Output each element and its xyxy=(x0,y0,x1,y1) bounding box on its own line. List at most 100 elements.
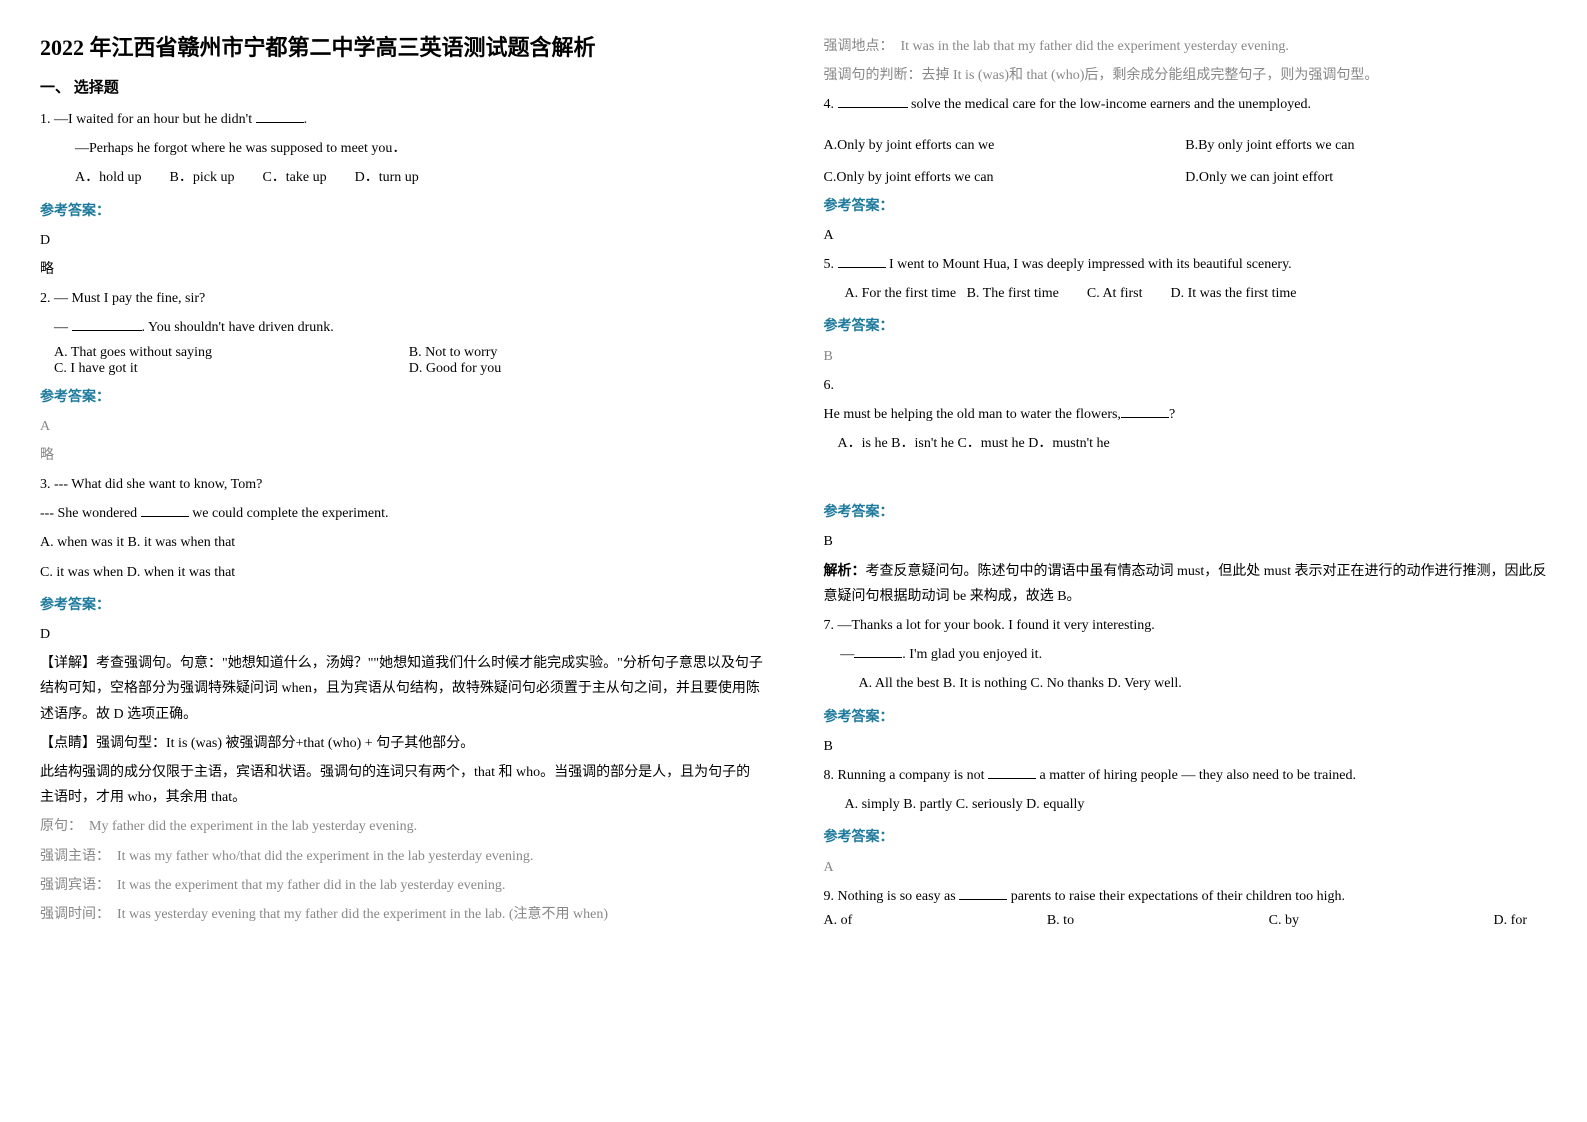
q9-line1: 9. Nothing is so easy as parents to rais… xyxy=(824,884,1548,909)
emph-place-text: It was in the lab that my father did the… xyxy=(901,39,1289,54)
q2-options: A. That goes without saying B. Not to wo… xyxy=(40,345,764,377)
q6-num: 6. xyxy=(824,373,1548,398)
q2-line2-suffix: . You shouldn't have driven drunk. xyxy=(142,320,334,335)
q3-judge: 强调句的判断：去掉 It is (was)和 that (who)后，剩余成分能… xyxy=(824,63,1548,88)
q5-prefix: 5. xyxy=(824,257,838,272)
q1-note: 略 xyxy=(40,257,764,282)
q3-emph-time: 强调时间： It was yesterday evening that my f… xyxy=(40,902,764,927)
q5-line1: 5. I went to Mount Hua, I was deeply imp… xyxy=(824,252,1548,277)
q8-answer: A xyxy=(824,855,1548,880)
q3-line2: --- She wondered we could complete the e… xyxy=(40,501,764,526)
q5-suffix: I went to Mount Hua, I was deeply impres… xyxy=(886,257,1292,272)
q3-line2-suffix: we could complete the experiment. xyxy=(189,506,389,521)
q7-options: A. All the best B. It is nothing C. No t… xyxy=(824,671,1548,696)
q9-suffix: parents to raise their expectations of t… xyxy=(1007,889,1345,904)
q1-line2: —Perhaps he forgot where he was supposed… xyxy=(40,136,764,161)
q4-options-row1: A.Only by joint efforts can we B.By only… xyxy=(824,138,1548,154)
q3-emph-subj: 强调主语： It was my father who/that did the … xyxy=(40,844,764,869)
answer-label: 参考答案： xyxy=(40,385,764,410)
q7-line2: — . I'm glad you enjoyed it. xyxy=(824,642,1548,667)
answer-label: 参考答案： xyxy=(824,194,1548,219)
q1-options: A．hold up B．pick up C．take up D．turn up xyxy=(40,165,764,190)
q2-line1: 2. — Must I pay the fine, sir? xyxy=(40,286,764,311)
emph-obj-label: 强调宾语： xyxy=(40,878,110,893)
q3-emph-obj: 强调宾语： It was the experiment that my fath… xyxy=(40,873,764,898)
blank xyxy=(72,316,142,331)
blank xyxy=(959,885,1007,900)
q6-answer: B xyxy=(824,529,1548,554)
q2-optB: B. Not to worry xyxy=(409,345,764,361)
blank xyxy=(838,93,908,108)
q3-optsAB: A. when was it B. it was when that xyxy=(40,530,764,555)
blank xyxy=(838,253,886,268)
q9-optD: D. for xyxy=(1494,913,1527,929)
q7-prefix: — xyxy=(840,647,854,662)
q4-answer: A xyxy=(824,223,1548,248)
blank xyxy=(256,108,304,123)
q3-line2-prefix: --- She wondered xyxy=(40,506,141,521)
q9-optA: A. of xyxy=(824,913,853,929)
q9-prefix: 9. Nothing is so easy as xyxy=(824,889,960,904)
q8-line1: 8. Running a company is not a matter of … xyxy=(824,763,1548,788)
emph-obj-text: It was the experiment that my father did… xyxy=(117,878,505,893)
emph-time-label: 强调时间： xyxy=(40,907,110,922)
q3-exp1: 【详解】考查强调句。句意："她想知道什么，汤姆？""她想知道我们什么时候才能完成… xyxy=(40,651,764,727)
q7-suffix: . I'm glad you enjoyed it. xyxy=(902,647,1042,662)
q5-options: A. For the first time B. The first time … xyxy=(824,281,1548,306)
q4-suffix: solve the medical care for the low-incom… xyxy=(908,97,1312,112)
answer-label: 参考答案： xyxy=(824,705,1548,730)
q7-answer: B xyxy=(824,734,1548,759)
q2-line2-prefix: — xyxy=(54,320,72,335)
q1-line1-suffix: . xyxy=(304,112,308,127)
emph-place-label: 强调地点： xyxy=(824,39,894,54)
q3-emph-place: 强调地点： It was in the lab that my father d… xyxy=(824,34,1548,59)
q2-optC: C. I have got it xyxy=(54,361,409,377)
q4-optD: D.Only we can joint effort xyxy=(1185,170,1547,186)
q2-note: 略 xyxy=(40,443,764,468)
q2-answer: A xyxy=(40,414,764,439)
q6-line1: He must be helping the old man to water … xyxy=(824,402,1548,427)
q9-optB: B. to xyxy=(1047,913,1074,929)
q8-options: A. simply B. partly C. seriously D. equa… xyxy=(824,792,1548,817)
q3-exp2: 【点睛】强调句型：It is (was) 被强调部分+that (who) + … xyxy=(40,731,764,756)
q8-suffix: a matter of hiring people — they also ne… xyxy=(1036,768,1356,783)
q5-answer: B xyxy=(824,344,1548,369)
q4-options-row2: C.Only by joint efforts we can D.Only we… xyxy=(824,170,1548,186)
blank xyxy=(988,764,1036,779)
q6-explanation: 解析：考查反意疑问句。陈述句中的谓语中虽有情态动词 must，但此处 must … xyxy=(824,559,1548,609)
q2-optA: A. That goes without saying xyxy=(54,345,409,361)
answer-label: 参考答案： xyxy=(824,500,1548,525)
section-heading: 一、 选择题 xyxy=(40,76,764,97)
q7-line1: 7. —Thanks a lot for your book. I found … xyxy=(824,613,1548,638)
emph-time-text: It was yesterday evening that my father … xyxy=(117,907,608,922)
emph-subj-text: It was my father who/that did the experi… xyxy=(117,849,533,864)
exp-label: 解析： xyxy=(824,564,866,579)
q4-optA: A.Only by joint efforts can we xyxy=(824,138,1186,154)
orig-label: 原句： xyxy=(40,819,82,834)
blank xyxy=(141,502,189,517)
q8-prefix: 8. Running a company is not xyxy=(824,768,989,783)
answer-label: 参考答案： xyxy=(40,199,764,224)
q1-answer: D xyxy=(40,228,764,253)
q4-line1: 4. solve the medical care for the low-in… xyxy=(824,92,1548,117)
q4-prefix: 4. xyxy=(824,97,838,112)
q1-line1: 1. —I waited for an hour but he didn't . xyxy=(40,107,764,132)
blank xyxy=(1121,403,1169,418)
answer-label: 参考答案： xyxy=(824,314,1548,339)
q3-answer: D xyxy=(40,622,764,647)
answer-label: 参考答案： xyxy=(40,593,764,618)
answer-label: 参考答案： xyxy=(824,825,1548,850)
q3-orig: 原句： My father did the experiment in the … xyxy=(40,814,764,839)
orig-text: My father did the experiment in the lab … xyxy=(89,819,417,834)
page-title: 2022 年江西省赣州市宁都第二中学高三英语测试题含解析 xyxy=(40,30,764,62)
q3-optsCD: C. it was when D. when it was that xyxy=(40,560,764,585)
q9-options: A. of B. to C. by D. for xyxy=(824,913,1548,929)
q2-line2: — . You shouldn't have driven drunk. xyxy=(40,315,764,340)
q1-line1-prefix: 1. —I waited for an hour but he didn't xyxy=(40,112,256,127)
q6-options: A．is he B．isn't he C．must he D．mustn't h… xyxy=(824,431,1548,456)
q6-suffix: ? xyxy=(1169,407,1175,422)
q9-optC: C. by xyxy=(1269,913,1299,929)
q3-exp3: 此结构强调的成分仅限于主语，宾语和状语。强调句的连词只有两个，that 和 wh… xyxy=(40,760,764,810)
exp-text: 考查反意疑问句。陈述句中的谓语中虽有情态动词 must，但此处 must 表示对… xyxy=(824,564,1547,604)
q3-line1: 3. --- What did she want to know, Tom? xyxy=(40,472,764,497)
